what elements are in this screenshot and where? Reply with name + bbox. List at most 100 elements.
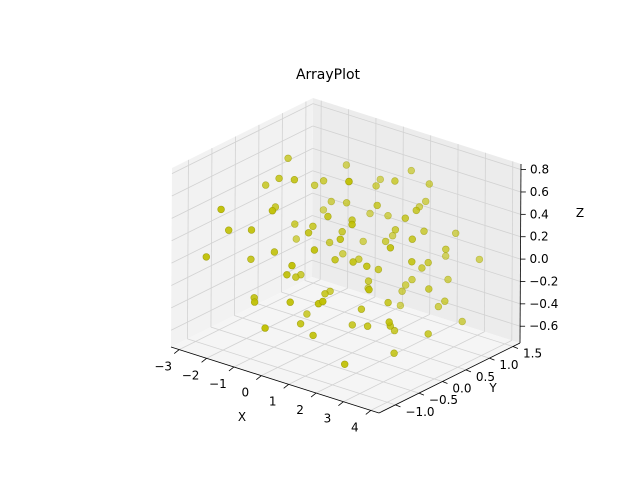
scatter-point — [475, 255, 484, 264]
x-tick-mark — [256, 375, 262, 380]
scatter-point — [336, 235, 344, 244]
scatter-point — [319, 206, 328, 214]
scatter-point — [390, 349, 398, 357]
z-tick-label: −0.2 — [529, 275, 558, 289]
z-gridline-back — [312, 215, 521, 282]
y-tick-label: 1.0 — [499, 358, 518, 372]
scatter-point — [331, 256, 339, 264]
x-gridline-back — [319, 100, 322, 280]
left-pane — [171, 98, 313, 347]
y-gridline-left — [281, 113, 283, 293]
scatter-point — [434, 302, 443, 311]
y-gridline-floor — [210, 326, 420, 394]
z-tick-label: 0.0 — [530, 252, 549, 266]
x-tick-label: 4 — [351, 420, 359, 434]
scatter-point — [292, 235, 300, 243]
scatter-point — [296, 320, 305, 328]
z-gridline-back — [312, 147, 521, 215]
scatter-point — [250, 298, 259, 306]
scatter-point — [309, 222, 317, 231]
scatter-point — [408, 275, 416, 284]
scatter-point — [310, 181, 319, 190]
x-gridline-floor — [261, 305, 403, 377]
z-tick-label: 0.6 — [530, 185, 549, 199]
scatter-point — [286, 298, 294, 306]
scatter-point — [319, 177, 328, 185]
scatter-point — [374, 265, 383, 274]
scatter-point — [376, 175, 384, 184]
scatter-point — [408, 235, 416, 243]
y-axis-line — [378, 342, 521, 414]
z-tick-label: −0.6 — [529, 319, 558, 333]
scatter-point — [442, 245, 450, 254]
scatter-point — [303, 310, 311, 318]
scatter-point — [396, 301, 405, 310]
y-tick-mark — [512, 346, 519, 349]
z-tick-label: 0.8 — [530, 163, 549, 177]
z-gridline-left — [171, 125, 314, 197]
scatter-point — [284, 154, 292, 163]
x-tick-label: −1 — [209, 377, 227, 391]
y-tick-label: 0.0 — [452, 382, 471, 396]
scatter-point — [386, 244, 395, 252]
scatter-point — [363, 262, 371, 270]
scatter-point — [270, 248, 279, 256]
scatter-point — [345, 177, 353, 186]
scatter-point — [348, 321, 356, 329]
scatter-point — [384, 212, 392, 220]
y-tick-mark — [395, 404, 401, 408]
z-gridline-left — [171, 192, 313, 264]
scatter-point — [202, 253, 211, 261]
scatter-point — [342, 161, 351, 169]
x-tick-label: 1 — [269, 394, 277, 408]
z-gridline-back — [312, 237, 521, 305]
scatter-point — [424, 258, 432, 267]
scatter-points — [202, 154, 484, 368]
z-gridline-back — [311, 259, 521, 327]
scatter-point — [441, 297, 449, 305]
scatter-point — [357, 305, 366, 313]
y-gridline-left — [187, 159, 189, 339]
scatter-point — [452, 229, 460, 238]
scatter-point — [398, 287, 406, 295]
scatter-point — [225, 226, 233, 234]
y-axis-label: Y — [488, 381, 497, 395]
y-tick-mark — [418, 392, 425, 396]
x-tick-mark — [173, 349, 180, 354]
scatter-point — [384, 298, 392, 307]
chart-title: ArrayPlot — [296, 67, 361, 83]
scatter-point — [324, 212, 332, 221]
scatter-point — [275, 174, 283, 183]
scatter-point — [291, 220, 299, 228]
axis-ticks — [173, 169, 526, 415]
scatter-point — [288, 261, 296, 270]
scatter-point — [391, 226, 400, 234]
scatter-point — [364, 277, 373, 285]
z-gridline-left — [171, 170, 313, 242]
y-tick-label: 0.5 — [476, 370, 495, 384]
scatter-point — [363, 322, 372, 330]
floor-pane — [171, 277, 520, 413]
z-gridline-back — [312, 125, 521, 193]
scatter-point — [407, 166, 415, 175]
scatter-point — [325, 238, 334, 247]
scatter-point — [444, 275, 452, 284]
scatter-point — [401, 214, 409, 222]
scatter-point — [268, 207, 277, 215]
scatter-point — [304, 229, 313, 237]
scatter-point — [262, 181, 270, 189]
scatter-point — [359, 237, 367, 246]
y-tick-label: 1.5 — [523, 347, 542, 361]
y-tick-mark — [442, 381, 448, 384]
z-gridline-left — [171, 215, 313, 286]
scatter-point — [338, 228, 346, 236]
scatter-point — [388, 232, 397, 240]
scatter-point — [365, 286, 373, 294]
scatter-point — [290, 176, 299, 184]
axes-gridlines — [170, 100, 522, 411]
scatter-point — [321, 290, 329, 298]
scatter-point — [349, 258, 357, 266]
y-gridline-left — [210, 148, 213, 328]
scatter-point — [261, 324, 269, 332]
